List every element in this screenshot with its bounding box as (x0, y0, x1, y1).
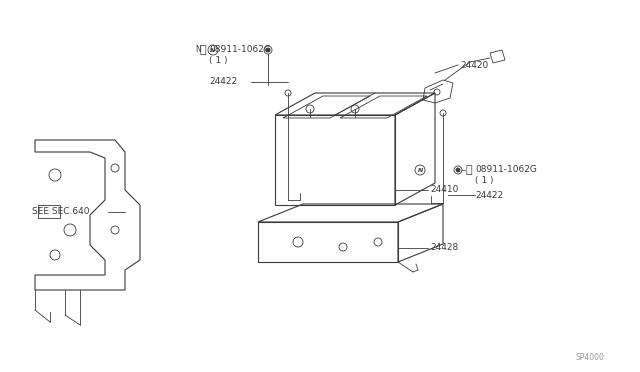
Text: SP4000: SP4000 (575, 353, 604, 362)
Text: ( 1 ): ( 1 ) (209, 55, 227, 64)
Text: N: N (211, 48, 216, 52)
Text: 08911-1062G: 08911-1062G (475, 166, 537, 174)
Text: ( 1 ): ( 1 ) (475, 176, 493, 185)
Text: 24422: 24422 (209, 77, 237, 87)
Circle shape (456, 168, 460, 172)
Text: 24428: 24428 (430, 244, 458, 253)
Text: 24420: 24420 (460, 61, 488, 70)
Text: 24422: 24422 (475, 190, 503, 199)
Text: N: N (417, 167, 422, 173)
Text: 24410: 24410 (430, 186, 458, 195)
Text: SEE SEC.640: SEE SEC.640 (32, 208, 90, 217)
Text: 08911-1062G: 08911-1062G (209, 45, 271, 55)
Circle shape (266, 48, 270, 52)
Text: N: N (195, 45, 201, 55)
Text: Ⓝ: Ⓝ (200, 45, 206, 55)
Text: Ⓝ: Ⓝ (465, 165, 472, 175)
